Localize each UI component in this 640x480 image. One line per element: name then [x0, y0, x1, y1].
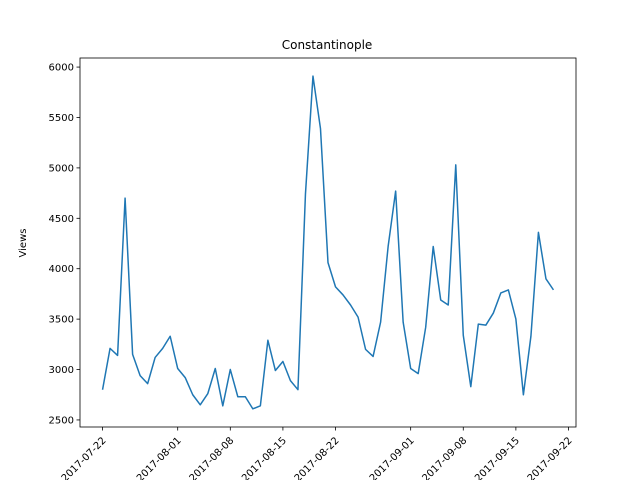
- x-tick-label: 2017-09-08: [421, 435, 470, 480]
- y-tick-label: 5500: [49, 113, 74, 124]
- y-tick-label: 2500: [49, 415, 74, 426]
- x-axis-ticks: 2017-07-22 2017-08-01 2017-08-08 2017-08-15…: [60, 427, 575, 480]
- series-line: [101, 75, 555, 410]
- y-axis-ticks: 2500 3000 3500 4000 4500 5000 5500 6000: [49, 63, 80, 426]
- y-tick-label: 5000: [49, 163, 74, 174]
- y-tick-label: 4000: [49, 264, 74, 275]
- y-tick-label: 4500: [49, 214, 74, 225]
- x-tick-label: 2017-09-22: [526, 435, 575, 480]
- y-axis-label: Views: [18, 229, 29, 258]
- x-tick-label: 2017-09-15: [473, 435, 522, 480]
- x-tick-label: 2017-08-08: [188, 435, 237, 480]
- x-tick-label: 2017-08-22: [293, 435, 342, 480]
- x-tick-label: 2017-09-01: [368, 435, 417, 480]
- x-tick-label: 2017-07-22: [60, 435, 109, 480]
- x-tick-label: 2017-08-15: [240, 435, 289, 480]
- y-tick-label: 3500: [49, 315, 74, 326]
- plot-frame: [79, 57, 577, 428]
- chart-title: Constantinople: [282, 38, 373, 52]
- y-tick-label: 3000: [49, 365, 74, 376]
- plot-area: [101, 75, 555, 410]
- x-tick-label: 2017-08-01: [135, 435, 184, 480]
- y-tick-label: 6000: [49, 63, 74, 74]
